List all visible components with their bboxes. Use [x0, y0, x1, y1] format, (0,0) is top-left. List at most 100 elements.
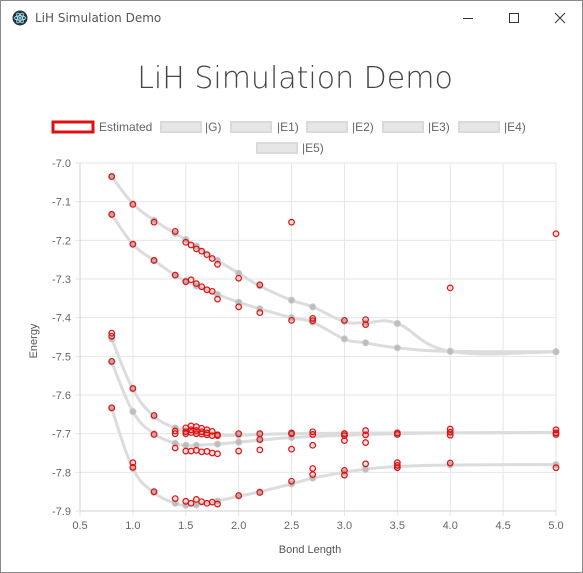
estimated-point: [446, 284, 454, 292]
estimated-point: [108, 357, 116, 365]
estimated-point: [182, 238, 190, 246]
y-tick-label: -7.9: [52, 506, 71, 518]
legend-swatch: [458, 121, 500, 133]
exact-point: [129, 408, 137, 416]
legend-label: |G): [205, 120, 221, 134]
estimated-point: [187, 447, 195, 455]
estimated-point: [214, 450, 221, 458]
legend-item-2[interactable]: |E1): [230, 120, 299, 134]
exact-line: [110, 212, 558, 354]
exact-point: [171, 439, 179, 447]
estimated-point: [341, 467, 348, 474]
close-icon: [554, 12, 566, 24]
estimated-point: [150, 431, 158, 438]
estimated-point: [150, 218, 158, 226]
legend-swatch: [230, 121, 272, 133]
minimize-icon: [463, 18, 473, 19]
estimated-point: [341, 430, 348, 438]
exact-point: [340, 335, 348, 343]
x-tick-label: 5.0: [548, 520, 563, 532]
estimated-point: [129, 240, 137, 248]
exact-point: [446, 461, 454, 469]
exact-point: [309, 303, 317, 311]
legend-label: |E5): [302, 141, 324, 155]
estimated-point: [108, 404, 116, 412]
estimated-point: [192, 496, 200, 503]
estimated-point: [214, 260, 221, 268]
estimated-point: [171, 228, 179, 235]
estimated-point: [256, 281, 264, 289]
estimated-point: [108, 332, 116, 340]
estimated-point: [150, 412, 158, 419]
maximize-button[interactable]: [491, 1, 537, 35]
exact-series-4: [108, 173, 560, 356]
estimated-point: [309, 465, 317, 472]
minimize-button[interactable]: [445, 1, 491, 35]
y-tick-label: -7.3: [52, 274, 71, 286]
y-axis-ticks: -7.0 -7.1 -7.2 -7.3 -7.4 -7.5 -7.6 -7.7 -7.8 -7.9: [52, 158, 71, 518]
title-bar[interactable]: LiH Simulation Demo: [1, 1, 582, 35]
legend-swatch: [51, 120, 95, 134]
legend-item-4[interactable]: |E3): [382, 120, 450, 134]
estimated-point: [171, 495, 179, 503]
legend-label: |E1): [277, 120, 299, 134]
estimated-point: [362, 431, 370, 439]
exact-point: [235, 269, 243, 277]
exact-energy-series: [108, 173, 560, 509]
exact-point: [235, 298, 243, 306]
x-tick-label: 4.0: [443, 520, 458, 532]
legend-item-5[interactable]: |E4): [458, 120, 526, 134]
exact-point: [362, 339, 370, 347]
estimated-point: [208, 449, 216, 457]
x-tick-label: 2.0: [231, 520, 246, 532]
legend-swatch: [382, 121, 424, 133]
exact-point: [446, 347, 454, 355]
legend-item-0[interactable]: Estimated: [51, 120, 152, 134]
estimated-point: [214, 432, 221, 440]
close-button[interactable]: [537, 1, 583, 35]
estimated-point: [552, 431, 560, 438]
estimated-point: [171, 271, 179, 279]
y-tick-label: -7.4: [52, 313, 71, 325]
exact-point: [552, 348, 560, 356]
estimated-point: [341, 316, 348, 324]
estimated-point: [288, 477, 295, 485]
estimated-point: [235, 274, 243, 282]
estimated-point: [362, 460, 370, 468]
x-tick-label: 3.5: [390, 520, 405, 532]
x-axis-label: Bond Length: [279, 544, 341, 556]
estimated-point: [256, 430, 264, 438]
estimated-point: [235, 430, 243, 438]
estimated-point: [235, 492, 243, 499]
estimated-point: [309, 441, 317, 449]
estimated-point: [198, 247, 206, 255]
estimated-point: [150, 257, 158, 264]
y-tick-label: -7.1: [52, 197, 71, 209]
estimated-point: [393, 431, 401, 438]
estimated-point: [235, 303, 243, 311]
estimated-point: [208, 255, 216, 262]
x-tick-label: 1.0: [125, 520, 140, 532]
estimated-series: [108, 173, 560, 508]
exact-line: [110, 175, 558, 356]
estimated-point: [192, 280, 200, 288]
estimated-point: [171, 430, 179, 438]
estimated-point: [208, 287, 216, 295]
y-tick-label: -7.6: [52, 390, 71, 402]
legend-swatch: [306, 121, 348, 133]
estimated-point: [108, 211, 116, 218]
estimated-point: [256, 446, 264, 454]
estimated-point: [309, 431, 317, 438]
estimated-point: [309, 317, 317, 325]
exact-line: [110, 407, 558, 507]
legend-label: |E2): [352, 120, 374, 134]
legend-item-1[interactable]: |G): [160, 120, 221, 134]
exact-point: [214, 290, 222, 298]
estimated-point: [203, 499, 211, 507]
window-title: LiH Simulation Demo: [35, 11, 162, 25]
legend-item-3[interactable]: |E2): [306, 120, 374, 134]
estimated-point: [203, 431, 211, 439]
estimated-point: [341, 437, 348, 445]
legend-item-6[interactable]: |E5): [256, 141, 324, 155]
maximize-icon: [509, 13, 519, 23]
